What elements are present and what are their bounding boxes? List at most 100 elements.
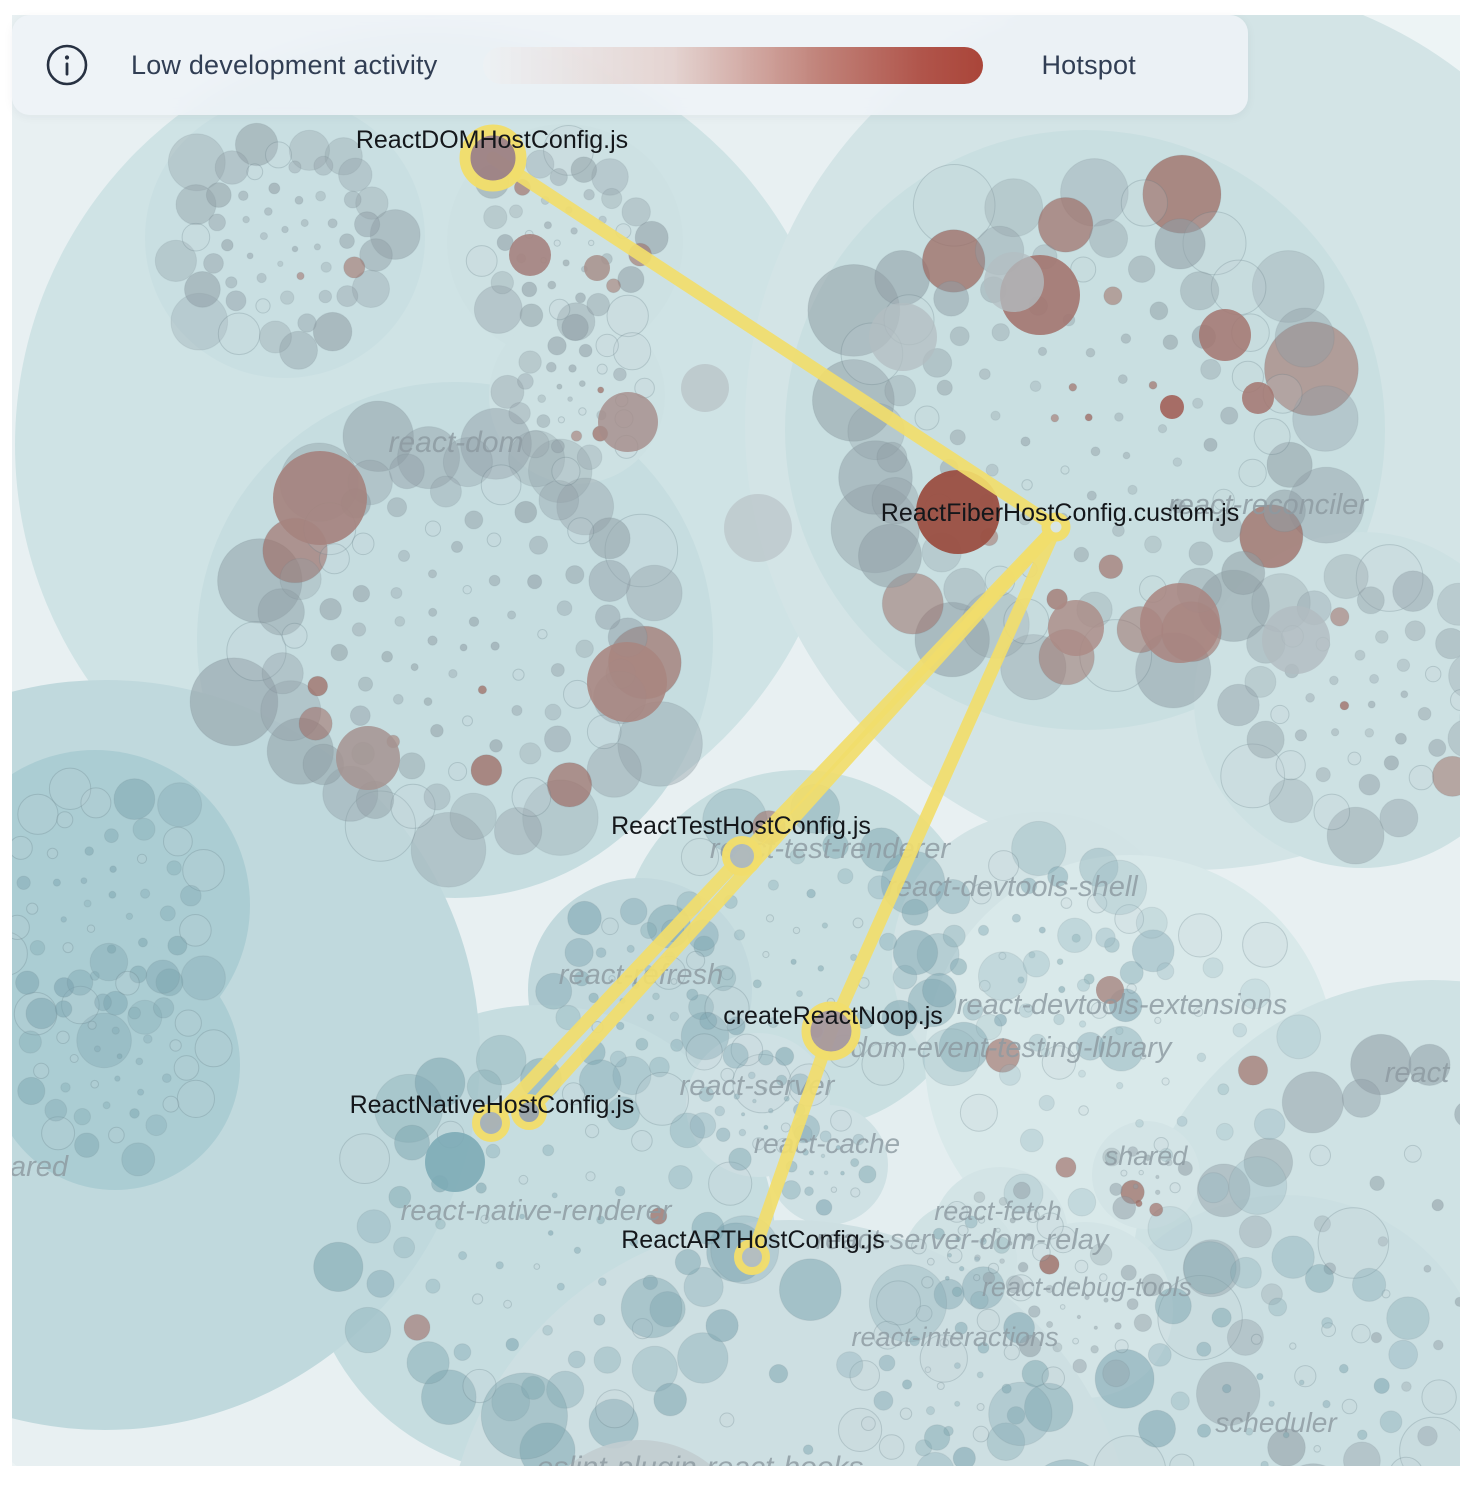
file-bubble [508,402,531,425]
file-bubble [421,1369,477,1425]
file-bubble [1403,1144,1422,1163]
package-circle[interactable] [1092,1121,1200,1229]
file-bubble [1294,1365,1317,1388]
file-bubble [1454,1296,1460,1307]
file-bubble [121,1142,156,1177]
file-bubble [1253,1108,1286,1140]
info-icon[interactable] [45,43,89,87]
file-bubble [1029,380,1042,393]
file-circle[interactable] [1262,606,1330,674]
file-circle[interactable] [336,726,400,790]
file-bubble [1408,1043,1451,1087]
file-bubble [505,1337,520,1352]
file-bubble [852,1133,865,1146]
hotspot-map[interactable]: react-dom react-reconciler react-test-rend… [12,15,1460,1466]
file-bubble [338,157,373,193]
file-node[interactable] [801,1001,861,1061]
file-bubble [550,663,565,677]
file-bubble [490,374,525,409]
file-bubble [1408,764,1435,791]
file-bubble [359,238,393,272]
file-bubble [1237,1055,1269,1086]
file-node[interactable] [734,1239,770,1275]
file-bubble [1055,1156,1077,1178]
file-bubble [1399,1416,1460,1466]
file-bubble [83,899,92,908]
file-bubble [1196,1163,1251,1218]
package-circle[interactable] [445,1220,1135,1466]
file-bubble [545,361,557,373]
file-bubble [1364,728,1375,738]
file-bubble [180,884,202,907]
file-bubble [606,278,621,294]
file-circle[interactable] [1199,309,1251,361]
file-node[interactable] [722,836,762,876]
hotspot-map-canvas[interactable]: react-domreact-reconcilerreact-test-rend… [12,15,1460,1466]
file-bubble [588,517,631,560]
file-bubble [453,1343,472,1361]
file-bubble [470,754,503,787]
file-bubble [428,607,438,618]
package-circle[interactable] [12,940,240,1190]
file-bubble [393,1236,416,1259]
file-circle[interactable] [1048,600,1104,656]
file-bubble [136,853,148,864]
file-circle[interactable] [681,364,729,412]
file-bubble [597,1277,607,1287]
file-bubble [585,1124,600,1139]
file-node[interactable] [459,124,527,192]
file-bubble [733,929,746,941]
file-circle[interactable] [1096,976,1124,1004]
file-circle[interactable] [584,255,610,281]
file-bubble [327,218,338,229]
file-bubble [300,218,309,228]
file-bubble [1132,1183,1139,1190]
file-bubble [518,1174,529,1185]
file-bubble [246,163,264,181]
file-circle[interactable] [1242,382,1274,414]
file-bubble [970,1291,989,1310]
file-bubble [763,1124,769,1131]
file-circle[interactable] [869,303,937,371]
file-circle[interactable] [1140,583,1220,663]
file-node[interactable] [1041,512,1071,542]
file-circle[interactable] [598,392,658,452]
file-circle[interactable] [984,252,1044,312]
package-label: react [1385,1057,1451,1089]
file-node[interactable] [511,1094,547,1130]
file-bubble [1005,1275,1024,1294]
file-circle[interactable] [1160,395,1184,419]
package-label: react-reconciler [1168,489,1369,521]
file-bubble [1109,1182,1123,1197]
package-circle[interactable] [1080,1195,1460,1466]
file-bubble [1388,1339,1419,1370]
file-bubble [533,1263,541,1270]
file-circle[interactable] [509,234,551,276]
file-bubble [588,992,599,1004]
file-circle[interactable] [724,494,792,562]
file-bubble [668,1165,693,1190]
file-bubble [225,290,247,312]
file-bubble [780,1122,791,1133]
file-bubble [765,914,775,923]
file-circle[interactable] [587,642,667,722]
file-bubble [1448,655,1460,697]
file-circle[interactable] [528,1440,752,1466]
file-bubble [1276,1014,1322,1060]
file-bubble [246,252,254,260]
file-node[interactable] [472,1104,510,1142]
hotspot-circle[interactable] [916,470,1000,554]
file-bubble [410,663,419,672]
package-circle[interactable] [145,98,425,378]
file-bubble [792,926,801,935]
file-bubble [1304,1263,1335,1294]
file-bubble [1313,793,1351,831]
file-circle[interactable] [273,451,367,545]
file-bubble [595,1389,635,1429]
file-circle[interactable] [425,1132,485,1192]
file-bubble [1007,1274,1035,1302]
file-bubble [578,1059,622,1102]
file-bubble [1119,960,1144,985]
file-bubble [705,1309,739,1343]
file-bubble [508,430,565,488]
